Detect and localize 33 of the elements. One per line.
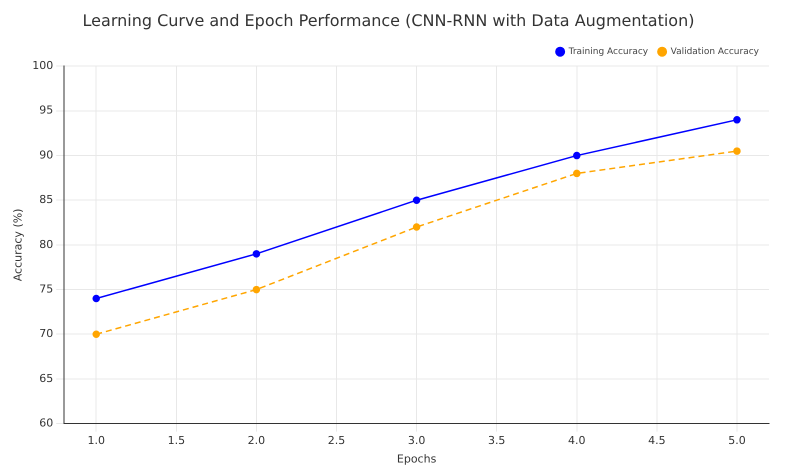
x-tick-label: 5.0 <box>728 434 746 448</box>
y-axis-title: Accuracy (%) <box>11 208 24 282</box>
legend-label: Validation Accuracy <box>670 47 760 58</box>
x-tick-label: 2.5 <box>328 434 346 448</box>
x-tick-label: 1.5 <box>168 434 186 448</box>
y-tick-label: 90 <box>39 148 54 162</box>
y-tick-label: 85 <box>39 193 54 206</box>
x-tick-label: 3.5 <box>488 434 506 448</box>
y-tick-label: 60 <box>39 416 54 430</box>
y-tick-label: 100 <box>32 59 54 72</box>
point <box>252 250 260 258</box>
point <box>92 294 100 302</box>
x-tick-label: 3.0 <box>408 434 426 448</box>
y-tick-label: 75 <box>39 282 54 296</box>
point <box>733 147 741 155</box>
x-tick-label: 2.0 <box>248 434 266 448</box>
x-tick-label: 4.5 <box>648 434 666 448</box>
point <box>573 170 581 178</box>
y-tick-label: 70 <box>39 327 54 340</box>
point <box>252 286 260 294</box>
point <box>573 152 581 160</box>
x-tick-label: 4.0 <box>568 434 586 448</box>
legend-label: Training Accuracy <box>568 47 649 58</box>
point <box>92 330 100 338</box>
point <box>412 196 420 204</box>
chart-title: Learning Curve and Epoch Performance (CNN-RNN with Data Augmentation) <box>82 10 694 30</box>
y-tick-label: 80 <box>39 238 54 251</box>
point <box>733 116 741 124</box>
x-tick-label: 1.0 <box>87 434 105 448</box>
y-tick-label: 65 <box>39 372 54 385</box>
x-axis-title: Epochs <box>396 452 437 466</box>
y-tick-label: 95 <box>39 104 54 117</box>
point <box>412 223 420 231</box>
